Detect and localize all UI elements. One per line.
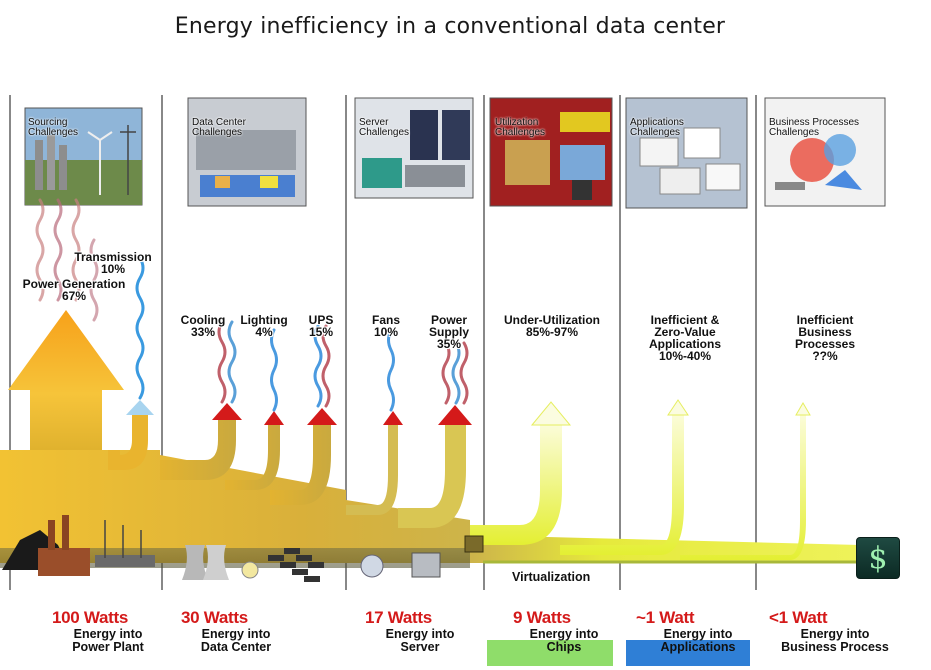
fan-icon: [360, 554, 384, 578]
stage-watts-server: 17 Watts: [365, 608, 432, 627]
label-ups: UPS 15%: [308, 313, 334, 339]
dollar-icon: $: [856, 537, 900, 579]
light-bulb-icon: [241, 561, 259, 579]
data-center-branches: [160, 403, 337, 505]
stage-watts-chips: 9 Watts: [513, 608, 571, 627]
panel-title-sourcing: Sourcing Challenges: [28, 117, 79, 138]
stage-watts-power-plant: 100 Watts: [52, 608, 129, 627]
panel-applications: [625, 97, 748, 209]
stage-watts-business: <1 Watt: [769, 608, 828, 627]
stage-label-chips: Energy into Chips: [529, 627, 599, 654]
transmission-flow: [108, 415, 148, 470]
panel-title-server: Server Challenges: [359, 117, 410, 138]
label-cooling: Cooling 33%: [180, 313, 226, 339]
label-power-generation: Power Generation 67%: [22, 277, 126, 303]
applications-band: [626, 640, 750, 666]
panel-title-utilization: Utilization Challenges: [495, 117, 546, 138]
business-branch: [680, 415, 806, 560]
stage-watts-data-center: 30 Watts: [181, 608, 248, 627]
label-power-supply: Power Supply 35%: [428, 313, 469, 351]
power-plant-icon: [2, 515, 155, 576]
ups-battery-icon: [268, 548, 324, 582]
label-transmission: Transmission 10%: [74, 250, 152, 276]
virtualization-label: Virtualization: [512, 570, 591, 584]
panel-business: [764, 97, 886, 207]
chips-band: [487, 640, 613, 666]
virtualization-chip: [464, 535, 484, 553]
panel-server: [354, 97, 474, 199]
applications-branch: [560, 415, 684, 555]
heat-loss-waves: [35, 198, 469, 412]
power-generation-arrow: [8, 310, 124, 450]
cooling-tower-icon: [182, 545, 229, 580]
panel-title-data-center: Data Center Challenges: [192, 117, 246, 138]
label-fans: Fans 10%: [371, 313, 400, 339]
server-branches: [346, 405, 472, 528]
panel-title-business: Business Processes Challenges: [769, 117, 860, 138]
stage-label-data-center: Energy into Data Center: [200, 627, 272, 654]
utilization-branch: [470, 425, 562, 545]
stage-label-applications: Energy into Applications: [660, 627, 736, 654]
label-inefficient-applications: Inefficient & Zero-Value Applications 10%-4…: [648, 313, 721, 363]
panel-data-center: [187, 97, 307, 207]
diagram-title: Energy inefficiency in a conventional da…: [174, 14, 726, 39]
stage-watts-applications: ~1 Watt: [636, 608, 695, 627]
column-dividers: [9, 95, 757, 590]
label-under-utilization: Under-Utilization 85%-97%: [504, 313, 600, 339]
panel-sourcing: [24, 107, 143, 206]
panel-title-applications: Applications Challenges: [630, 117, 684, 138]
power-supply-icon: [411, 552, 441, 578]
panel-utilization: [489, 97, 613, 207]
stage-label-server: Energy into Server: [385, 627, 455, 654]
stage-label-business: Energy into Business Process: [781, 627, 889, 654]
label-inefficient-business: Inefficient Business Processes??%: [794, 313, 856, 363]
label-lighting: Lighting 4%: [240, 313, 288, 339]
stage-label-power-plant: Energy into Power Plant: [72, 627, 144, 654]
